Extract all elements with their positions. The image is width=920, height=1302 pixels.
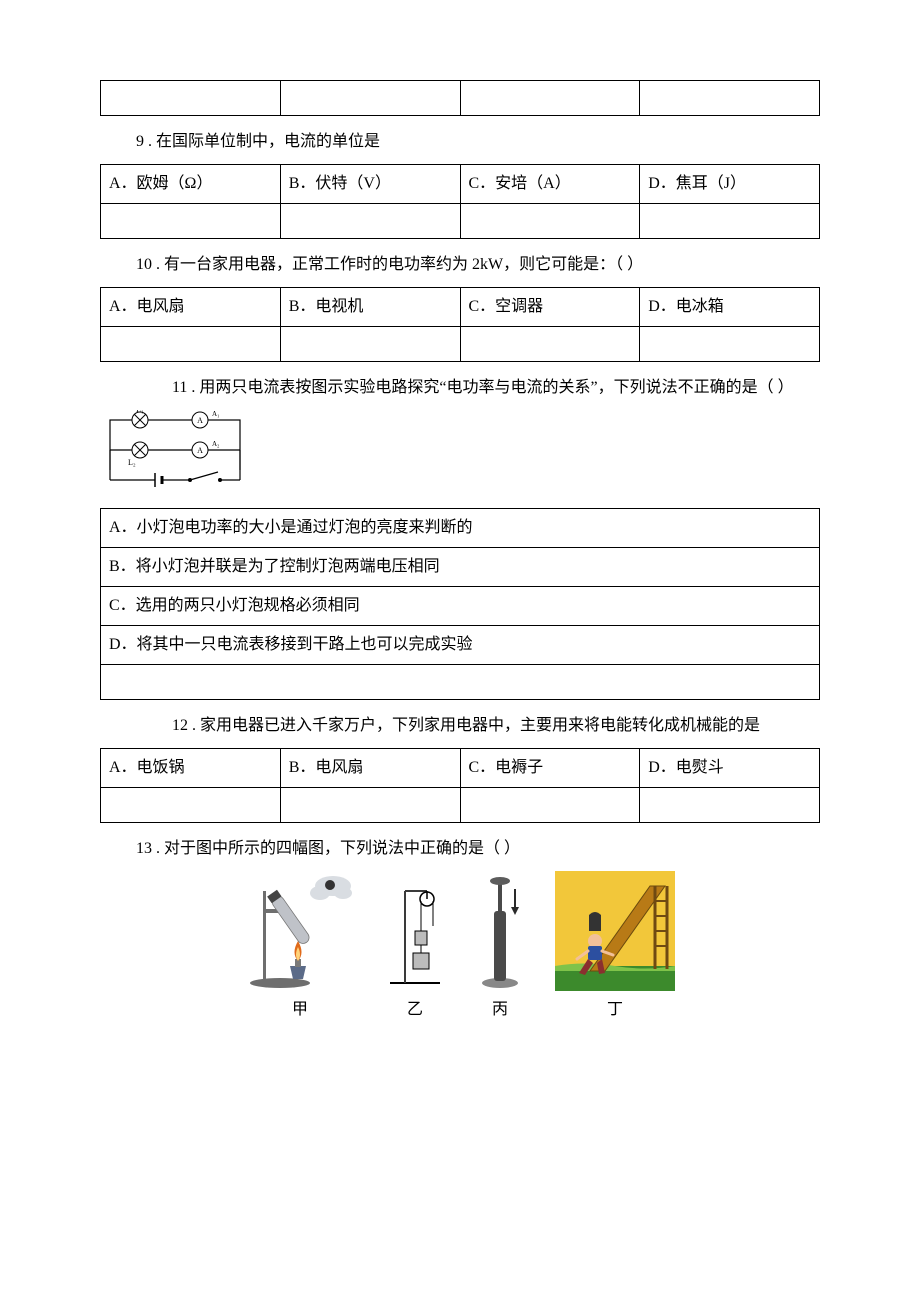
q8-option-table [100,80,820,116]
q10-text: 10 . 有一台家用电器，正常工作时的电功率约为 2kW，则它可能是：（ ） [100,251,820,279]
q9-ans-c[interactable] [460,204,640,239]
q13-figure-row: 甲 乙 [100,871,820,1019]
svg-text:L₂: L₂ [128,458,136,467]
q10-ans-c[interactable] [460,327,640,362]
q12-opt-a[interactable]: A．电饭锅 [101,749,281,788]
q10-ans-d[interactable] [640,327,820,362]
q9-ans-b[interactable] [280,204,460,239]
q11-text: 11 . 用两只电流表按图示实验电路探究“电功率与电流的关系”，下列说法不正确的… [100,374,820,402]
q12-ans-c[interactable] [460,788,640,823]
fig-jia: 甲 [245,871,355,1019]
q10-ans-a[interactable] [101,327,281,362]
q9-ans-a[interactable] [101,204,281,239]
q13-text: 13 . 对于图中所示的四幅图，下列说法中正确的是（ ） [100,835,820,863]
fig-ding: 丁 [555,871,675,1019]
q11-circuit-diagram: L₁ A A₁ L₂ A A₂ [100,410,820,500]
q8-ans-a[interactable] [101,81,281,116]
svg-text:A₂: A₂ [212,440,220,448]
fig-jia-caption: 甲 [245,995,355,1019]
q8-ans-c[interactable] [460,81,640,116]
q11-opt-d[interactable]: D．将其中一只电流表移接到干路上也可以完成实验 [101,626,820,665]
fig-bing: 丙 [475,871,525,1019]
q12-opt-b[interactable]: B．电风扇 [280,749,460,788]
q9-opt-c[interactable]: C．安培（A） [460,165,640,204]
q8-ans-b[interactable] [280,81,460,116]
q11-opt-c[interactable]: C．选用的两只小灯泡规格必须相同 [101,587,820,626]
q9-text: 9 . 在国际单位制中，电流的单位是 [100,128,820,156]
q11-option-table: A．小灯泡电功率的大小是通过灯泡的亮度来判断的 B．将小灯泡并联是为了控制灯泡两… [100,508,820,700]
fig-bing-caption: 丙 [475,995,525,1019]
q12-ans-b[interactable] [280,788,460,823]
q10-opt-c[interactable]: C．空调器 [460,288,640,327]
q12-opt-c[interactable]: C．电褥子 [460,749,640,788]
q8-ans-d[interactable] [640,81,820,116]
q12-ans-a[interactable] [101,788,281,823]
q9-opt-a[interactable]: A．欧姆（Ω） [101,165,281,204]
q11-opt-b[interactable]: B．将小灯泡并联是为了控制灯泡两端电压相同 [101,548,820,587]
q11-ans[interactable] [101,665,820,700]
q10-opt-b[interactable]: B．电视机 [280,288,460,327]
svg-text:A: A [197,446,203,455]
fig-ding-caption: 丁 [555,995,675,1019]
q11-opt-b-text: B．将小灯泡并联是为了控制灯泡两端电压相同 [109,558,440,575]
q9-opt-d[interactable]: D．焦耳（J） [640,165,820,204]
svg-text:A: A [197,416,203,425]
q10-ans-b[interactable] [280,327,460,362]
page: 9 . 在国际单位制中，电流的单位是 A．欧姆（Ω） B．伏特（V） C．安培（… [0,0,920,1059]
q11-opt-a[interactable]: A．小灯泡电功率的大小是通过灯泡的亮度来判断的 [101,509,820,548]
svg-text:A₁: A₁ [212,410,220,418]
q9-opt-b[interactable]: B．伏特（V） [280,165,460,204]
svg-text:L₁: L₁ [136,410,144,414]
q10-opt-a[interactable]: A．电风扇 [101,288,281,327]
fig-yi: 乙 [385,871,445,1019]
q10-opt-d[interactable]: D．电冰箱 [640,288,820,327]
q12-ans-d[interactable] [640,788,820,823]
q12-text: 12 . 家用电器已进入千家万户，下列家用电器中，主要用来将电能转化成机械能的是 [100,712,820,740]
q9-option-table: A．欧姆（Ω） B．伏特（V） C．安培（A） D．焦耳（J） [100,164,820,239]
fig-yi-caption: 乙 [385,995,445,1019]
q12-opt-d[interactable]: D．电熨斗 [640,749,820,788]
q9-ans-d[interactable] [640,204,820,239]
q12-option-table: A．电饭锅 B．电风扇 C．电褥子 D．电熨斗 [100,748,820,823]
q10-option-table: A．电风扇 B．电视机 C．空调器 D．电冰箱 [100,287,820,362]
